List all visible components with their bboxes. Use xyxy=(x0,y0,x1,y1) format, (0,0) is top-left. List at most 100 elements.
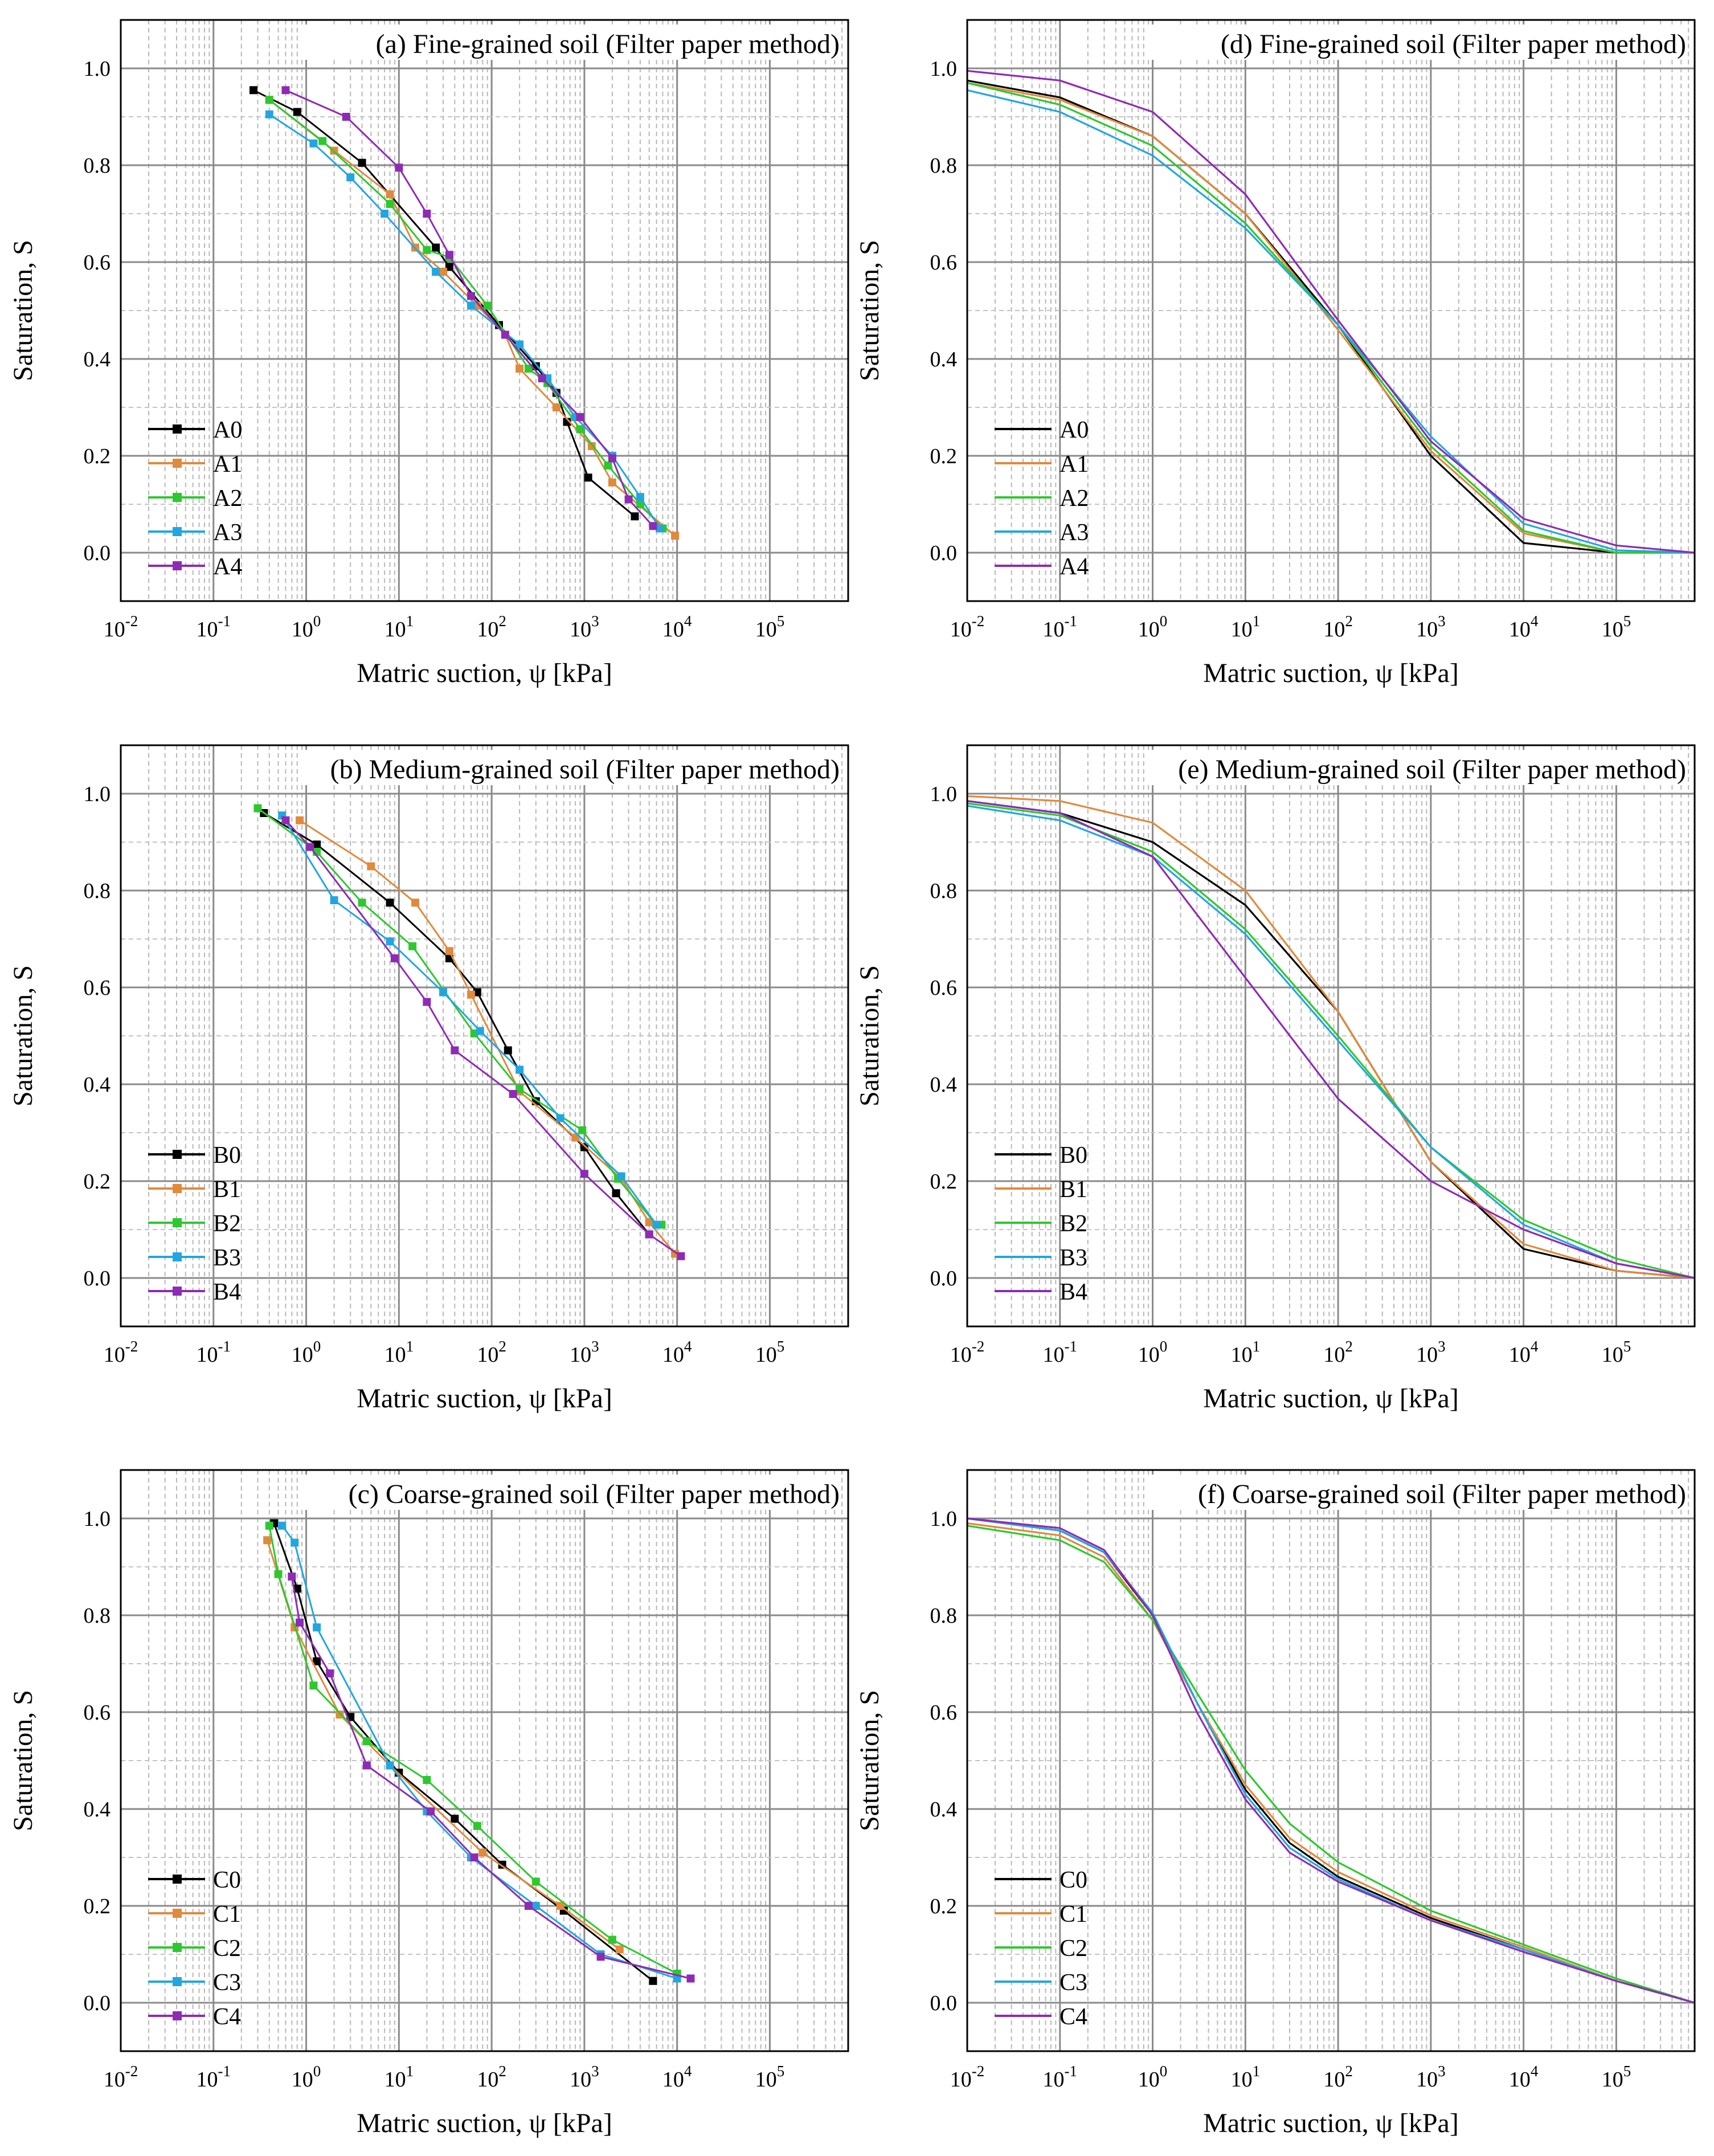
plot-frame xyxy=(966,19,1696,602)
y-axis-label: Saturation, S xyxy=(8,965,38,1106)
y-axis-label: Saturation, S xyxy=(8,240,38,381)
data-point-B3 xyxy=(476,1027,484,1035)
x-tick-label: 103 xyxy=(570,2063,599,2092)
data-point-C4 xyxy=(362,1761,371,1770)
x-tick-label: 10-2 xyxy=(104,1338,138,1367)
legend-label-B4: B4 xyxy=(1060,1279,1087,1305)
legend: A0 A1 A2 A3 A4 xyxy=(148,417,242,580)
series-line-C3 xyxy=(967,1517,1695,2004)
data-point-A0 xyxy=(631,512,639,521)
data-point-C4 xyxy=(596,1953,605,1961)
data-point-C2 xyxy=(531,1877,540,1886)
legend-marker-B0 xyxy=(173,1150,182,1159)
data-point-B3 xyxy=(556,1114,564,1122)
data-point-C2 xyxy=(423,1776,431,1784)
x-tick-label: 102 xyxy=(477,2063,506,2092)
data-point-A4 xyxy=(342,113,350,121)
legend-label-C1: C1 xyxy=(1060,1901,1087,1928)
legend-marker-B3 xyxy=(173,1252,182,1261)
data-point-C4 xyxy=(288,1573,296,1581)
legend-label-B4: B4 xyxy=(213,1279,241,1305)
y-tick-label: 0.2 xyxy=(930,1894,958,1918)
y-tick-label: 0.2 xyxy=(84,444,111,468)
legend-marker-C1 xyxy=(173,1909,182,1918)
data-point-C0 xyxy=(649,1977,657,1985)
data-point-A2 xyxy=(636,500,644,508)
data-point-B1 xyxy=(445,947,453,956)
y-tick-label: 0.6 xyxy=(84,976,111,1000)
legend: B0 B1 B2 B3 B4 xyxy=(995,1142,1087,1305)
data-point-C4 xyxy=(296,1618,304,1627)
data-point-A1 xyxy=(552,403,561,411)
y-tick-label: 0.4 xyxy=(84,1073,111,1097)
x-tick-label: 105 xyxy=(1602,1338,1631,1367)
title-backing xyxy=(1145,750,1686,785)
legend-marker-A4 xyxy=(173,561,182,570)
data-point-C3 xyxy=(313,1623,321,1632)
series-line-B0 xyxy=(263,812,650,1235)
data-point-C2 xyxy=(274,1570,283,1578)
data-point-B4 xyxy=(306,843,314,851)
data-point-C2 xyxy=(608,1936,616,1944)
data-point-A1 xyxy=(386,190,394,198)
data-point-A2 xyxy=(576,425,584,434)
legend: C0 C1 C2 C3 C4 xyxy=(148,1867,241,2030)
data-point-A0 xyxy=(445,263,453,271)
data-point-B1 xyxy=(467,990,475,999)
x-tick-label: 104 xyxy=(662,612,692,642)
data-point-A3 xyxy=(346,173,355,182)
data-point-B3 xyxy=(330,896,338,904)
chart-b: 0.0 0.2 0.4 0.6 0.8 1.0 10-2 10-1 100 101 102 103 10… xyxy=(8,744,849,1414)
y-tick-label: 0.4 xyxy=(930,348,958,371)
legend-label-C3: C3 xyxy=(213,1970,241,1996)
chart-title: (b) Medium-grained soil (Filter paper me… xyxy=(330,754,840,785)
data-point-C4 xyxy=(326,1669,334,1677)
legend-label-B1: B1 xyxy=(1060,1177,1087,1203)
x-axis-label: Matric suction, ψ [kPa] xyxy=(357,1383,612,1414)
data-point-A2 xyxy=(386,200,394,208)
x-tick-label: 100 xyxy=(1138,1338,1168,1367)
legend-label-A2: A2 xyxy=(213,485,242,512)
legend-label-A4: A4 xyxy=(1060,554,1089,580)
x-axis-label: Matric suction, ψ [kPa] xyxy=(1203,658,1459,688)
y-tick-label: 0.0 xyxy=(84,1267,111,1291)
data-point-A1 xyxy=(473,301,481,310)
y-tick-label: 0.6 xyxy=(930,251,958,275)
legend-label-A1: A1 xyxy=(213,451,242,477)
chart-title: (d) Fine-grained soil (Filter paper meth… xyxy=(1221,29,1686,59)
y-tick-label: 0.2 xyxy=(84,1894,111,1918)
plot-frame xyxy=(120,19,849,602)
series-line-B2 xyxy=(257,807,662,1226)
y-tick-label: 0.2 xyxy=(84,1170,111,1194)
title-backing xyxy=(298,750,840,785)
legend-marker-A2 xyxy=(173,493,182,502)
x-axis-label: Matric suction, ψ [kPa] xyxy=(1203,1383,1459,1414)
y-tick-label: 0.2 xyxy=(930,444,958,468)
data-point-B0 xyxy=(580,1143,588,1152)
data-point-A0 xyxy=(432,243,440,252)
legend-marker-C2 xyxy=(173,1943,182,1952)
y-tick-label: 1.0 xyxy=(84,782,111,806)
data-point-A4 xyxy=(423,210,431,218)
x-tick-label: 100 xyxy=(292,1338,321,1367)
data-point-B0 xyxy=(612,1189,620,1198)
x-tick-label: 103 xyxy=(570,612,599,642)
data-point-C2 xyxy=(309,1681,318,1690)
legend-label-A3: A3 xyxy=(1060,520,1089,546)
data-point-C4 xyxy=(686,1974,695,1983)
chart-e: 0.0 0.2 0.4 0.6 0.8 1.0 10-2 10-1 100 101 102 103 10… xyxy=(854,744,1696,1414)
data-point-B4 xyxy=(451,1046,459,1055)
x-axis-label: Matric suction, ψ [kPa] xyxy=(1203,2108,1459,2138)
title-backing xyxy=(298,24,840,60)
x-tick-label: 101 xyxy=(1231,612,1261,642)
data-point-A4 xyxy=(467,292,475,300)
plot-frame xyxy=(966,744,1696,1328)
x-tick-label: 101 xyxy=(1231,2063,1261,2092)
data-point-A3 xyxy=(432,268,440,276)
data-point-A0 xyxy=(358,158,366,167)
data-point-C3 xyxy=(386,1761,394,1770)
series-line-B1 xyxy=(967,795,1695,1279)
x-tick-label: 101 xyxy=(384,1338,414,1367)
legend-label-C2: C2 xyxy=(1060,1936,1087,1962)
x-tick-label: 102 xyxy=(1323,612,1353,642)
